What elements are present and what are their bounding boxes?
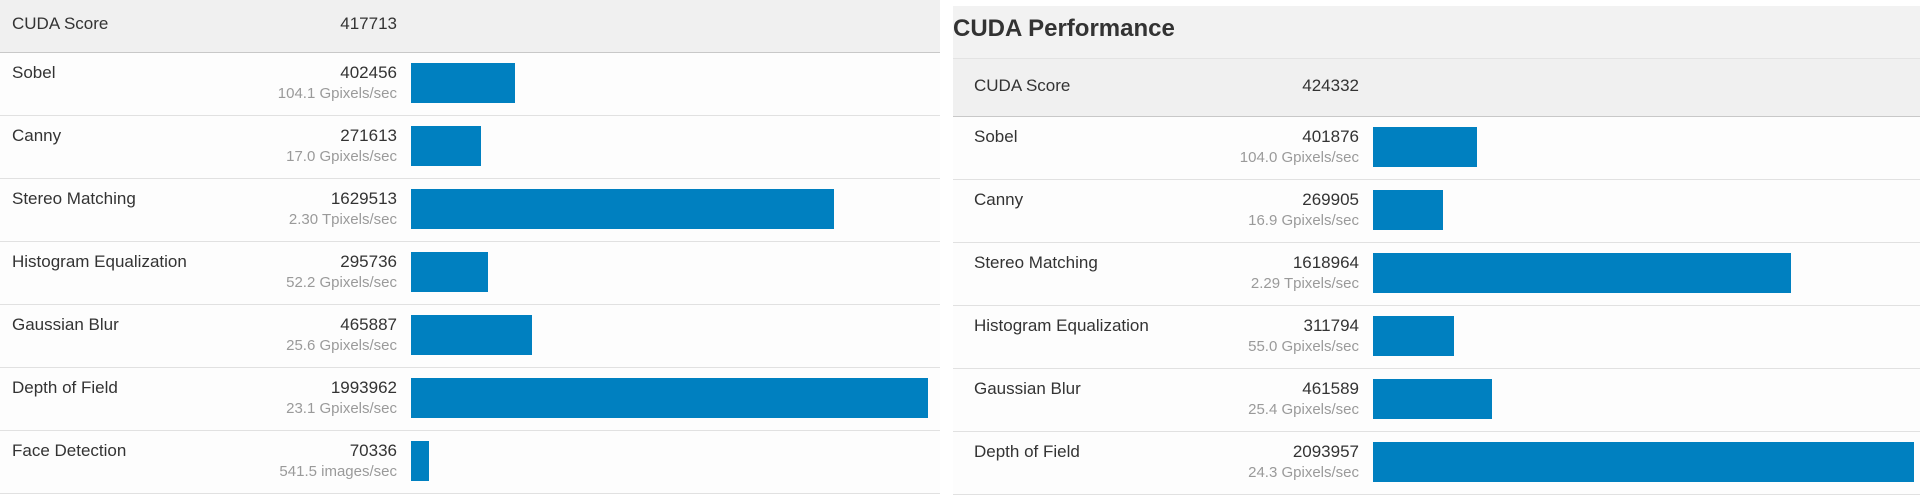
score-bar [1373,316,1454,356]
benchmark-name: Canny [12,126,62,145]
benchmark-list: Sobel 401876 104.0 Gpixels/sec Canny 269905 1… [953,117,1920,495]
benchmark-name: Gaussian Blur [12,315,119,334]
score-bar [411,252,488,292]
score-bar [411,315,532,355]
benchmark-row: Depth of Field 2093957 24.3 Gpixels/sec [953,432,1920,495]
benchmark-rate: 23.1 Gpixels/sec [286,400,397,417]
benchmark-score: 311794 [1303,316,1359,335]
benchmark-score: 1993962 [330,378,397,397]
benchmark-rate: 541.5 images/sec [279,463,397,480]
benchmark-row: Stereo Matching 1629513 2.30 Tpixels/sec [0,179,940,242]
benchmark-name: Depth of Field [974,442,1080,461]
benchmark-name: Face Detection [12,441,127,460]
score-bar [411,441,429,481]
benchmark-score: 295736 [340,252,397,271]
benchmark-name: Stereo Matching [974,253,1098,272]
score-bar [1373,190,1443,230]
benchmark-name: Sobel [974,127,1018,146]
benchmark-score: 271613 [340,126,397,145]
benchmark-rate: 104.1 Gpixels/sec [277,85,397,102]
benchmark-score: 2093957 [1292,442,1359,461]
benchmark-score: 1629513 [330,189,397,208]
benchmark-name: Gaussian Blur [974,379,1081,398]
score-bar [411,63,515,103]
benchmark-score: 461589 [1302,379,1359,398]
score-bar [1373,442,1914,482]
section-header: CUDA Performance [953,6,1920,58]
score-bar [411,126,481,166]
benchmark-rate: 25.4 Gpixels/sec [1248,401,1359,418]
cuda-score-label: CUDA Score [12,14,109,33]
cuda-score-row: CUDA Score 424332 [953,58,1920,117]
benchmark-rate: 55.0 Gpixels/sec [1248,338,1359,355]
benchmark-rate: 17.0 Gpixels/sec [286,148,397,165]
benchmark-rate: 25.6 Gpixels/sec [286,337,397,354]
benchmark-name: Histogram Equalization [974,316,1149,335]
benchmark-score: 70336 [349,441,397,460]
benchmark-score: 465887 [340,315,397,334]
benchmark-name: Sobel [12,63,56,82]
benchmark-name: Canny [974,190,1024,209]
benchmark-name: Stereo Matching [12,189,136,208]
benchmark-score: 402456 [340,63,397,82]
score-bar [1373,127,1477,167]
score-bar [1373,253,1791,293]
cuda-score-value: 424332 [1302,76,1359,95]
benchmark-row: Depth of Field 1993962 23.1 Gpixels/sec [0,368,940,431]
left-results-panel: CUDA Score 417713 Sobel 402456 104.1 Gpixe… [0,0,940,494]
benchmark-name: Depth of Field [12,378,118,397]
benchmark-row: Stereo Matching 1618964 2.29 Tpixels/sec [953,243,1920,306]
benchmark-score: 1618964 [1292,253,1359,272]
benchmark-rate: 16.9 Gpixels/sec [1248,212,1359,229]
cuda-score-label: CUDA Score [974,76,1071,95]
benchmark-list: Sobel 402456 104.1 Gpixels/sec Canny 271613 1… [0,53,940,494]
benchmark-rate: 104.0 Gpixels/sec [1239,149,1359,166]
benchmark-row: Histogram Equalization 295736 52.2 Gpixels… [0,242,940,305]
cuda-score-row: CUDA Score 417713 [0,0,940,53]
score-bar [1373,379,1492,419]
benchmark-row: Gaussian Blur 461589 25.4 Gpixels/sec [953,369,1920,432]
benchmark-row: Sobel 402456 104.1 Gpixels/sec [0,53,940,116]
benchmark-row: Face Detection 70336 541.5 images/sec [0,431,940,494]
cuda-score-value: 417713 [340,14,397,33]
benchmark-row: Canny 269905 16.9 Gpixels/sec [953,180,1920,243]
section-title: CUDA Performance [953,15,1175,42]
benchmark-row: Gaussian Blur 465887 25.6 Gpixels/sec [0,305,940,368]
right-results-panel: CUDA Performance CUDA Score 424332 Sobel… [953,6,1920,495]
benchmark-score: 401876 [1302,127,1359,146]
score-bar [411,189,834,229]
benchmark-rate: 2.30 Tpixels/sec [288,211,397,228]
score-bar [411,378,928,418]
benchmark-row: Canny 271613 17.0 Gpixels/sec [0,116,940,179]
benchmark-score: 269905 [1302,190,1359,209]
benchmark-rate: 24.3 Gpixels/sec [1248,464,1359,481]
benchmark-row: Histogram Equalization 311794 55.0 Gpixels… [953,306,1920,369]
benchmark-row: Sobel 401876 104.0 Gpixels/sec [953,117,1920,180]
benchmark-rate: 2.29 Tpixels/sec [1250,275,1359,292]
benchmark-name: Histogram Equalization [12,252,187,271]
benchmark-rate: 52.2 Gpixels/sec [286,274,397,291]
